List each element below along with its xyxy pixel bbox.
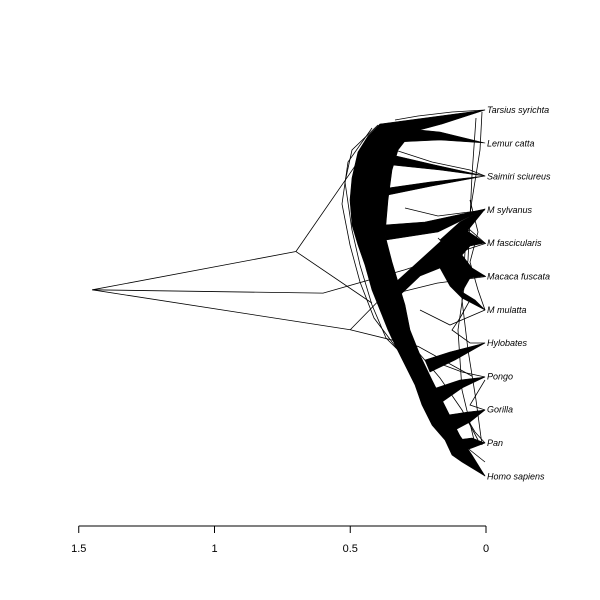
mesh-line (341, 127, 399, 351)
mesh-line (404, 207, 486, 217)
sylvanus-spike (383, 208, 486, 241)
tip-label: Homo sapiens (487, 471, 545, 481)
axis-tick-label: 1 (211, 543, 217, 555)
tip-label: Gorilla (487, 405, 513, 415)
axis-tick-label: 1.5 (71, 543, 86, 555)
lemur-spike (397, 127, 486, 144)
densitree-cloud (349, 109, 486, 477)
x-axis: 1.5 1 0.5 0 (71, 525, 489, 555)
tip-label: M sylvanus (487, 205, 533, 215)
tip-label: Lemur catta (487, 138, 535, 148)
mesh-line (394, 109, 486, 121)
outlier-branch (295, 251, 373, 304)
tip-label: Hylobates (487, 338, 528, 348)
mesh-line (469, 379, 486, 411)
pan-spike (455, 437, 486, 453)
saimiri-spike-2 (387, 175, 486, 196)
tip-label: M mulatta (487, 305, 527, 315)
pongo-spike (435, 376, 486, 403)
macaca-upper (439, 208, 486, 247)
mesh-line (419, 309, 486, 326)
tip-label: Macaca fuscata (487, 272, 550, 282)
tip-label: Pongo (487, 371, 513, 381)
tip-labels: Tarsius syrichta Lemur catta Saimiri sciur… (487, 105, 551, 481)
tip-label: Tarsius syrichta (487, 105, 549, 115)
saimiri-spike (391, 154, 486, 177)
hylobates-spike (424, 342, 486, 373)
tip-label: Saimiri sciureus (487, 172, 551, 182)
axis-tick-label: 0.5 (343, 543, 358, 555)
tip-label: Pan (487, 438, 503, 448)
tip-label: M fascicularis (487, 238, 542, 248)
axis-tick-label: 0 (483, 543, 489, 555)
gorilla-spike (447, 409, 486, 431)
mesh-line (394, 149, 486, 177)
outlier-branch (92, 126, 384, 291)
